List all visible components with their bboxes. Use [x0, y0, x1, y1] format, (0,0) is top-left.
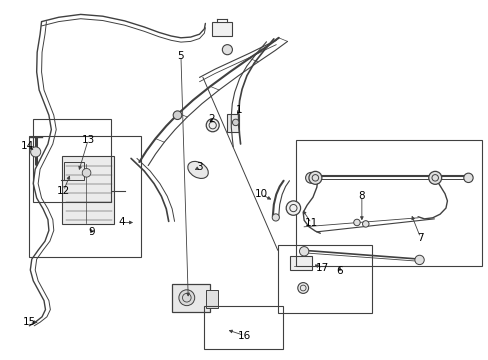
Bar	[62, 156, 114, 224]
Circle shape	[297, 283, 308, 293]
Circle shape	[353, 219, 360, 226]
Circle shape	[173, 111, 182, 120]
Bar	[64, 162, 84, 180]
Circle shape	[179, 290, 194, 306]
Bar	[29, 136, 141, 257]
Text: 2: 2	[207, 114, 214, 124]
Circle shape	[305, 172, 316, 183]
Text: 3: 3	[196, 162, 203, 172]
Bar	[226, 114, 238, 132]
Bar	[204, 306, 282, 349]
Circle shape	[362, 221, 368, 227]
Text: 16: 16	[237, 330, 251, 341]
Text: 17: 17	[315, 263, 329, 273]
Bar	[205, 289, 217, 307]
Circle shape	[31, 147, 41, 157]
Bar	[295, 140, 481, 266]
Circle shape	[299, 247, 308, 256]
Text: 12: 12	[57, 186, 70, 196]
Circle shape	[222, 45, 232, 55]
Bar	[33, 119, 111, 202]
Bar	[212, 22, 232, 36]
Text: 7: 7	[416, 233, 423, 243]
Text: 9: 9	[88, 227, 95, 237]
Circle shape	[414, 255, 424, 265]
Text: 13: 13	[81, 135, 95, 145]
Circle shape	[285, 201, 300, 215]
Bar	[277, 245, 371, 313]
Text: 4: 4	[118, 217, 124, 228]
Circle shape	[428, 171, 441, 184]
Circle shape	[232, 119, 239, 126]
Text: 10: 10	[255, 189, 267, 199]
Text: 1: 1	[236, 105, 243, 115]
Circle shape	[463, 173, 472, 183]
Text: 5: 5	[177, 51, 184, 61]
Ellipse shape	[187, 161, 208, 179]
Text: 6: 6	[336, 266, 343, 276]
Circle shape	[82, 168, 91, 177]
Circle shape	[206, 119, 219, 132]
Circle shape	[308, 171, 321, 184]
Text: 8: 8	[358, 191, 365, 201]
Text: 11: 11	[304, 218, 318, 228]
Text: 14: 14	[21, 141, 35, 151]
Bar	[171, 284, 209, 311]
Circle shape	[272, 214, 279, 221]
Bar	[289, 256, 311, 270]
Text: 15: 15	[22, 317, 36, 327]
